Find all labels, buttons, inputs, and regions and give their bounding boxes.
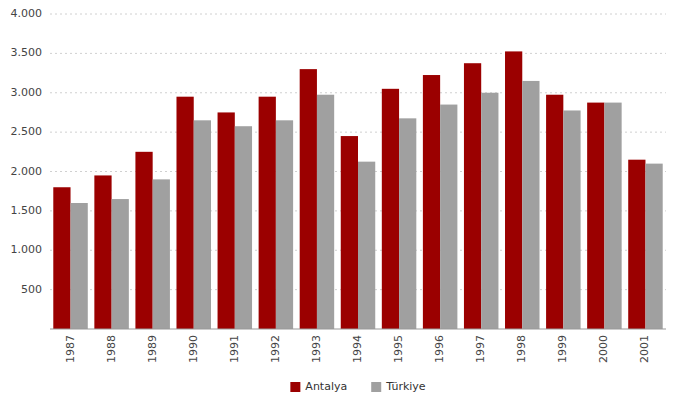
y-tick-label: 2.000 bbox=[11, 165, 43, 178]
x-tick-label: 1999 bbox=[556, 335, 569, 363]
x-tick-label: 1995 bbox=[392, 335, 405, 363]
bars bbox=[53, 51, 662, 329]
x-tick-label: 2001 bbox=[638, 335, 651, 363]
x-tick-label: 1990 bbox=[187, 335, 200, 363]
bar bbox=[464, 63, 481, 329]
bar bbox=[317, 95, 334, 329]
bar bbox=[235, 126, 252, 329]
bar bbox=[628, 160, 645, 329]
grid-line bbox=[50, 53, 666, 54]
legend-label: Antalya bbox=[305, 380, 347, 393]
bar bbox=[112, 199, 129, 329]
legend-swatch bbox=[290, 382, 300, 392]
bar bbox=[153, 179, 170, 329]
y-tick-label: 3.000 bbox=[11, 86, 43, 99]
bar bbox=[300, 69, 317, 329]
bar bbox=[218, 112, 235, 329]
x-axis-line bbox=[50, 329, 666, 330]
legend-label: Türkiye bbox=[385, 380, 426, 393]
y-tick-label: 1.500 bbox=[11, 204, 43, 217]
y-tick-label: 3.500 bbox=[11, 46, 43, 59]
bar bbox=[563, 110, 580, 329]
grid-line bbox=[50, 14, 666, 15]
x-tick-label: 1997 bbox=[474, 335, 487, 363]
bar bbox=[440, 105, 457, 329]
bar bbox=[94, 175, 111, 329]
x-tick-label: 2000 bbox=[597, 335, 610, 363]
bar bbox=[505, 51, 522, 329]
x-tick-label: 1993 bbox=[310, 335, 323, 363]
x-tick-label: 1988 bbox=[105, 335, 118, 363]
bar bbox=[53, 187, 70, 329]
bar bbox=[358, 162, 375, 329]
bar bbox=[423, 75, 440, 329]
legend-item: Türkiye bbox=[371, 380, 426, 393]
y-tick-label: 500 bbox=[21, 283, 42, 296]
y-tick-label: 1.000 bbox=[11, 243, 43, 256]
bar bbox=[382, 89, 399, 329]
bar bbox=[259, 97, 276, 329]
x-tick-label: 1994 bbox=[351, 335, 364, 363]
legend: Antalya Türkiye bbox=[290, 380, 425, 393]
bar bbox=[546, 95, 563, 329]
bar bbox=[522, 81, 539, 329]
bar bbox=[276, 120, 293, 329]
x-tick-label: 1991 bbox=[228, 335, 241, 363]
chart: 500 1.000 1.500 2.000 2.500 3.000 3.500 4.000 19… bbox=[0, 0, 678, 401]
x-tick-label: 1992 bbox=[269, 335, 282, 363]
chart-container: 500 1.000 1.500 2.000 2.500 3.000 3.500 4.000 19… bbox=[0, 0, 678, 401]
x-tick-label: 1987 bbox=[64, 335, 77, 363]
bar bbox=[604, 103, 621, 329]
bar bbox=[135, 152, 152, 329]
y-tick-label: 2.500 bbox=[11, 125, 43, 138]
bar bbox=[71, 203, 88, 329]
x-tick-label: 1996 bbox=[433, 335, 446, 363]
bar bbox=[194, 120, 211, 329]
bar bbox=[341, 136, 358, 329]
x-axis: 1987 1988 1989 1990 1991 1992 1993 1994 1995 1996… bbox=[64, 335, 652, 363]
bar bbox=[645, 164, 662, 329]
y-tick-label: 4.000 bbox=[11, 7, 43, 20]
legend-swatch bbox=[371, 382, 381, 392]
bar bbox=[399, 118, 416, 329]
bar bbox=[176, 97, 193, 329]
bar bbox=[587, 103, 604, 329]
legend-item: Antalya bbox=[290, 380, 347, 393]
bar bbox=[481, 93, 498, 329]
x-tick-label: 1989 bbox=[146, 335, 159, 363]
grid-line bbox=[50, 92, 666, 93]
x-tick-label: 1998 bbox=[515, 335, 528, 363]
